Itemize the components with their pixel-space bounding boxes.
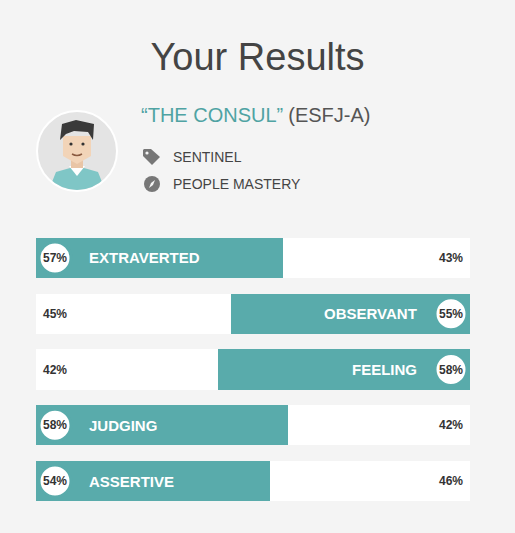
svg-text:JUDGING: JUDGING: [89, 417, 157, 434]
html-text:SENTINEL: SENTINEL: [173, 149, 242, 165]
svg-text:42%: 42%: [43, 363, 67, 377]
svg-text:58%: 58%: [439, 363, 463, 377]
svg-text:45%: 45%: [43, 307, 67, 321]
svg-text:55%: 55%: [439, 307, 463, 321]
svg-text:ASSERTIVE: ASSERTIVE: [89, 473, 174, 490]
svg-text:58%: 58%: [43, 418, 67, 432]
svg-text:43%: 43%: [439, 251, 463, 265]
svg-text:EXTRAVERTED: EXTRAVERTED: [89, 249, 200, 266]
svg-text:46%: 46%: [439, 474, 463, 488]
svg-text:FEELING: FEELING: [352, 361, 417, 378]
svg-text:54%: 54%: [43, 474, 67, 488]
html-text:Your Results: Your Results: [150, 36, 365, 78]
html-text:“THE CONSUL” (ESFJ-A): “THE CONSUL” (ESFJ-A): [141, 104, 371, 126]
svg-text:OBSERVANT: OBSERVANT: [324, 305, 417, 322]
svg-text:42%: 42%: [439, 418, 463, 432]
html-text:PEOPLE MASTERY: PEOPLE MASTERY: [173, 176, 301, 192]
svg-text:57%: 57%: [43, 251, 67, 265]
